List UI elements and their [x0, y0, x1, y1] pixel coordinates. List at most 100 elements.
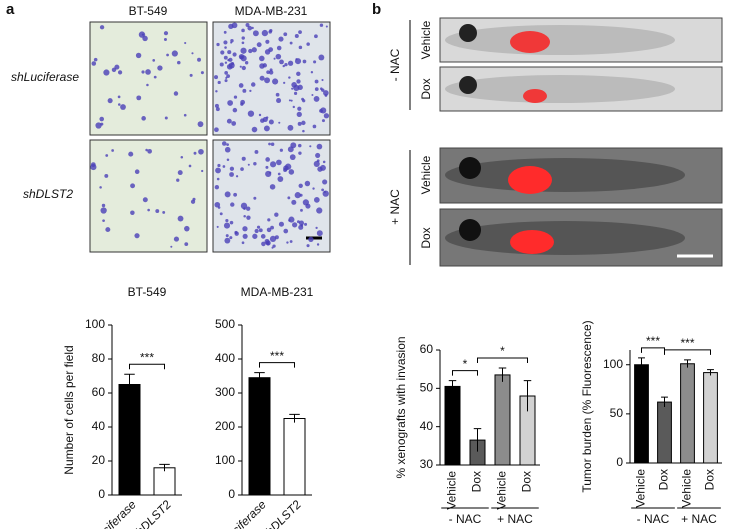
y-tick-label: 0 [616, 455, 623, 469]
y-axis-label: Tumor burden (% Fluorescence) [580, 320, 594, 492]
cell [226, 143, 229, 147]
row-label: Vehicle [419, 155, 433, 194]
fish-eye [459, 24, 477, 42]
cell [256, 225, 261, 229]
cell [239, 65, 242, 68]
cell [235, 175, 239, 178]
cell [177, 60, 181, 65]
cell [214, 103, 219, 108]
error-bar [638, 357, 645, 372]
error-bar [707, 369, 714, 376]
cell [259, 63, 265, 69]
cell [242, 88, 247, 93]
micrograph [89, 139, 208, 253]
cell [289, 41, 293, 45]
cell [297, 106, 302, 111]
cell [245, 23, 250, 27]
cell [266, 70, 270, 75]
cell [323, 90, 329, 96]
y-tick-label: 500 [215, 317, 235, 331]
y-tick-label: 60 [420, 342, 434, 356]
error-bar [448, 380, 457, 393]
cell [295, 58, 298, 61]
cell [292, 222, 298, 228]
cell [232, 52, 237, 57]
cell [226, 158, 230, 162]
significance-bracket [129, 363, 165, 370]
cell [304, 222, 308, 226]
row-label: Dox [419, 78, 433, 99]
cell [291, 199, 297, 205]
cell [308, 236, 314, 243]
cell [256, 42, 262, 48]
cell [305, 203, 311, 209]
cell [322, 179, 328, 185]
x-tick-label: Dox [703, 469, 717, 490]
cell [223, 55, 228, 60]
cell [293, 91, 298, 95]
cell [269, 184, 276, 190]
panel-label: b [372, 1, 381, 18]
cell [102, 219, 105, 223]
cell [261, 29, 269, 37]
cell [229, 236, 233, 240]
error-bar [254, 372, 265, 383]
cell [105, 227, 111, 233]
cell [216, 225, 219, 228]
bar [634, 364, 649, 464]
cell [268, 119, 274, 125]
cell [173, 236, 180, 242]
cell [254, 150, 259, 154]
chart-title: BT-549 [128, 285, 167, 299]
cell [224, 146, 231, 153]
cell [321, 119, 325, 123]
bar [248, 377, 271, 496]
cell [233, 192, 238, 197]
cell [197, 57, 201, 62]
x-tick-label: Dox [657, 469, 671, 490]
significance-label: *** [270, 349, 284, 363]
cell [223, 222, 231, 229]
cell [247, 110, 255, 117]
cell [173, 91, 179, 96]
significance-label: *** [646, 334, 660, 348]
micrograph [89, 21, 208, 136]
cell [220, 50, 225, 55]
cell [128, 151, 134, 157]
fish [445, 221, 685, 255]
significance-bracket [641, 347, 665, 353]
x-tick-label: Dox [520, 471, 534, 492]
cell [252, 233, 258, 239]
error-bar [124, 373, 135, 395]
cell [184, 41, 187, 45]
cell [240, 202, 248, 210]
cell [230, 202, 235, 207]
row-label: shDLST2 [23, 187, 73, 201]
cell [117, 95, 121, 99]
cell [242, 226, 248, 232]
cell [325, 25, 328, 28]
cell [288, 219, 291, 222]
cell [323, 190, 326, 194]
cell [297, 143, 302, 148]
cell [177, 215, 184, 222]
cell [276, 45, 282, 51]
x-tick-label: shDLST2 [129, 497, 175, 529]
cell [240, 55, 247, 62]
cell [284, 62, 288, 67]
cell [233, 95, 238, 99]
fish [445, 158, 685, 192]
cell [225, 234, 229, 238]
cell [260, 234, 266, 239]
cell [301, 120, 306, 126]
cell [321, 188, 325, 192]
column-label: BT-549 [129, 4, 168, 18]
cell [268, 142, 271, 146]
cell [279, 148, 283, 152]
cell [248, 48, 253, 54]
significance-label: *** [680, 336, 694, 350]
cell [288, 99, 291, 102]
cell [176, 178, 180, 182]
cell [184, 242, 189, 247]
cell [247, 163, 250, 166]
